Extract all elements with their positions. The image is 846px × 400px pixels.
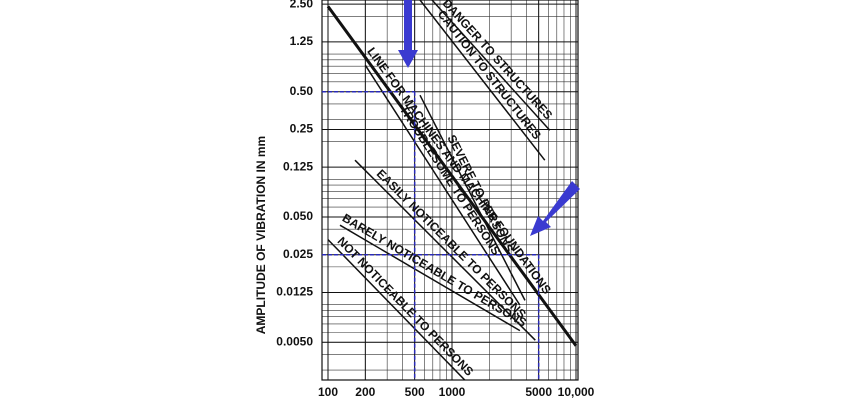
data-line — [364, 64, 521, 306]
data-line — [431, 0, 551, 131]
x-tick-label: 10,000 — [558, 385, 595, 399]
data-line — [419, 0, 546, 161]
y-tick-label: 0.050 — [283, 209, 313, 223]
x-tick-label: 200 — [355, 385, 375, 399]
data-line — [419, 94, 526, 301]
y-tick-label: 0.0125 — [276, 285, 313, 299]
y-tick-label: 0.0050 — [276, 334, 313, 348]
data-line — [339, 224, 521, 332]
data-line — [354, 159, 536, 341]
grid — [322, 0, 578, 380]
y-tick-label: 0.25 — [290, 122, 314, 136]
y-tick-label: 0.125 — [283, 159, 313, 173]
y-tick-label: 0.025 — [283, 247, 313, 261]
x-tick-label: 500 — [405, 385, 425, 399]
y-axis-title: AMPLITUDE OF VIBRATION IN mm — [254, 136, 268, 334]
plot-lines — [326, 0, 578, 380]
x-tick-label: 1000 — [439, 385, 466, 399]
y-tick-label: 2.50 — [290, 0, 314, 10]
x-tick-label: 5000 — [525, 385, 552, 399]
y-tick-label: 0.50 — [290, 84, 314, 98]
arrow — [398, 0, 418, 68]
arrow — [530, 181, 580, 236]
data-line — [327, 239, 466, 380]
y-tick-label: 1.25 — [290, 34, 314, 48]
data-line — [326, 5, 578, 347]
x-tick-label: 100 — [318, 385, 338, 399]
